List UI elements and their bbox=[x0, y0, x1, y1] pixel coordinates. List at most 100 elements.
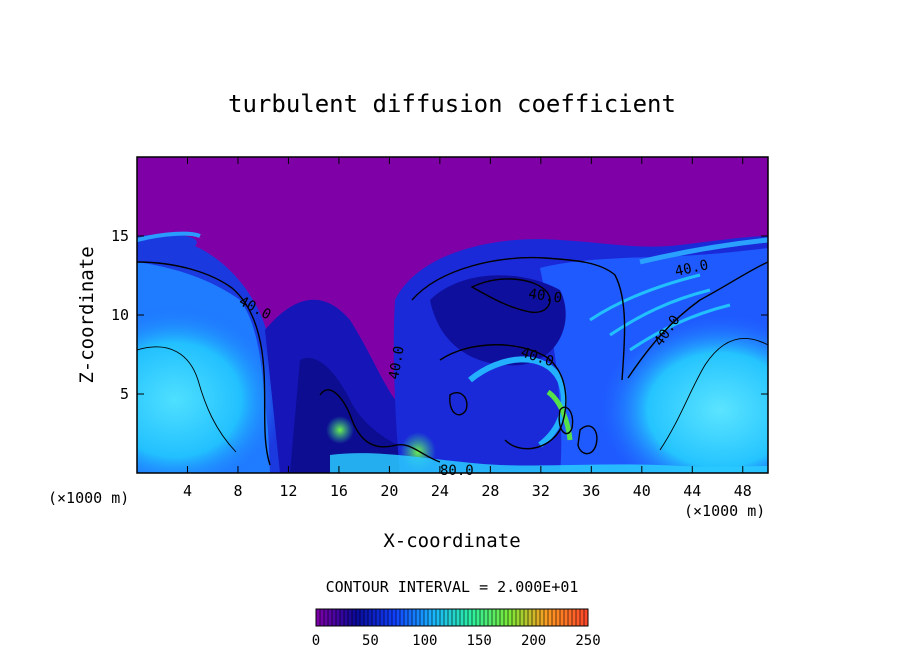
colorbar-swatch bbox=[480, 609, 485, 626]
contour-label-6: 40.0 bbox=[386, 345, 408, 381]
colorbar-swatch bbox=[328, 609, 333, 626]
contour-line-left bbox=[137, 261, 271, 466]
colorbar-swatch bbox=[572, 609, 577, 626]
x-tick-label: 20 bbox=[380, 482, 398, 500]
x-tick-label: 12 bbox=[279, 482, 297, 500]
x-axis-label: X-coordinate bbox=[383, 530, 520, 552]
colorbar-swatch bbox=[496, 609, 501, 626]
x-tick-label: 48 bbox=[734, 482, 752, 500]
contour-line-small-c bbox=[558, 406, 574, 435]
x-tick-label: 32 bbox=[532, 482, 550, 500]
colorbar-tick-label: 150 bbox=[467, 633, 492, 649]
x-tick-label: 36 bbox=[582, 482, 600, 500]
contour-interval-text: CONTOUR INTERVAL = 2.000E+01 bbox=[326, 578, 579, 596]
colorbar-swatch bbox=[408, 609, 413, 626]
colorbar-swatch bbox=[552, 609, 557, 626]
contour-line-small-b bbox=[449, 392, 468, 416]
colorbar-swatch bbox=[500, 609, 505, 626]
colorbar-swatch bbox=[412, 609, 417, 626]
colorbar-swatch bbox=[372, 609, 377, 626]
colorbar-swatch bbox=[368, 609, 373, 626]
colorbar-swatch bbox=[476, 609, 481, 626]
colorbar-swatch bbox=[364, 609, 369, 626]
x-tick-label: 28 bbox=[481, 482, 499, 500]
contour-line-plume bbox=[411, 256, 626, 381]
central-vortex-band bbox=[468, 356, 567, 448]
colorbar-swatch bbox=[428, 609, 433, 626]
colorbar-swatch bbox=[360, 609, 365, 626]
colorbar-swatch bbox=[332, 609, 337, 626]
colorbar-swatch bbox=[580, 609, 585, 626]
colorbar-swatch bbox=[440, 609, 445, 626]
colorbar-swatch bbox=[492, 609, 497, 626]
colorbar-swatch bbox=[452, 609, 457, 626]
field-layer bbox=[137, 157, 768, 473]
colorbar-swatch bbox=[416, 609, 421, 626]
inner-dark-lobe bbox=[430, 275, 566, 366]
contour-label-4: 40.0 bbox=[674, 257, 710, 280]
colorbar-swatch bbox=[520, 609, 525, 626]
colorbar-swatch bbox=[548, 609, 553, 626]
x-axis-ticks: 4 8 12 16 20 24 28 32 36 40 44 48 bbox=[183, 157, 752, 500]
left-edge-ribbon bbox=[137, 231, 201, 242]
colorbar-swatch bbox=[420, 609, 425, 626]
colorbar-tick-label: 100 bbox=[412, 633, 437, 649]
colorbar-swatch bbox=[484, 609, 489, 626]
colorbar-swatch bbox=[468, 609, 473, 626]
colorbar-swatch bbox=[432, 609, 437, 626]
contour-line-small-a bbox=[577, 425, 598, 455]
colorbar-swatch bbox=[488, 609, 493, 626]
contour-line-left-inner bbox=[137, 346, 237, 453]
x-tick-label: 4 bbox=[183, 482, 192, 500]
colorbar-swatch bbox=[316, 609, 321, 626]
x-unit-label-left: (×1000 m) bbox=[48, 489, 129, 507]
contour-lines bbox=[137, 256, 768, 466]
right-eddy-core bbox=[600, 315, 768, 473]
contour-line-right bbox=[627, 261, 768, 379]
x-tick-label: 40 bbox=[633, 482, 651, 500]
colorbar-tick-label: 250 bbox=[575, 633, 600, 649]
right-streaks bbox=[589, 273, 731, 352]
colorbar-swatch bbox=[508, 609, 513, 626]
x-tick-label: 44 bbox=[683, 482, 701, 500]
colorbar-swatch bbox=[512, 609, 517, 626]
colorbar-swatch bbox=[460, 609, 465, 626]
colorbar-swatch bbox=[576, 609, 581, 626]
colorbar-swatch bbox=[340, 609, 345, 626]
colorbar-swatch bbox=[352, 609, 357, 626]
x-unit-label-right: (×1000 m) bbox=[684, 502, 765, 520]
y-tick-label: 10 bbox=[111, 306, 129, 324]
colorbar-swatch bbox=[380, 609, 385, 626]
colorbar-swatch bbox=[344, 609, 349, 626]
colorbar-swatch bbox=[436, 609, 441, 626]
colorbar-swatch bbox=[320, 609, 325, 626]
colorbar-swatch bbox=[536, 609, 541, 626]
contour-label-2: 40.0 bbox=[527, 286, 563, 307]
colorbar-swatch bbox=[464, 609, 469, 626]
colorbar-swatch bbox=[392, 609, 397, 626]
contour-label-7: 80.0 bbox=[440, 463, 474, 479]
colorbar-swatch bbox=[348, 609, 353, 626]
colorbar-swatch bbox=[556, 609, 561, 626]
colorbar-swatch bbox=[396, 609, 401, 626]
y-axis-label: Z-coordinate bbox=[76, 246, 98, 383]
colorbar-swatch bbox=[504, 609, 509, 626]
colorbar-swatch bbox=[336, 609, 341, 626]
colorbar-swatch bbox=[324, 609, 329, 626]
colorbar-swatch bbox=[356, 609, 361, 626]
colorbar-swatch bbox=[564, 609, 569, 626]
x-tick-label: 16 bbox=[330, 482, 348, 500]
colorbar-swatch bbox=[376, 609, 381, 626]
contour-line-turbulent bbox=[319, 389, 441, 463]
colorbar-swatch bbox=[388, 609, 393, 626]
colorbar-swatch bbox=[532, 609, 537, 626]
colorbar-tick-label: 0 bbox=[312, 633, 320, 649]
y-tick-label: 15 bbox=[111, 227, 129, 245]
colorbar-swatch bbox=[424, 609, 429, 626]
green-filament bbox=[546, 389, 573, 441]
colorbar-swatch bbox=[544, 609, 549, 626]
right-edge-ribbon bbox=[639, 237, 768, 265]
center-dark-band bbox=[290, 358, 430, 473]
colorbar-tick-label: 200 bbox=[521, 633, 546, 649]
colorbar-swatch bbox=[516, 609, 521, 626]
